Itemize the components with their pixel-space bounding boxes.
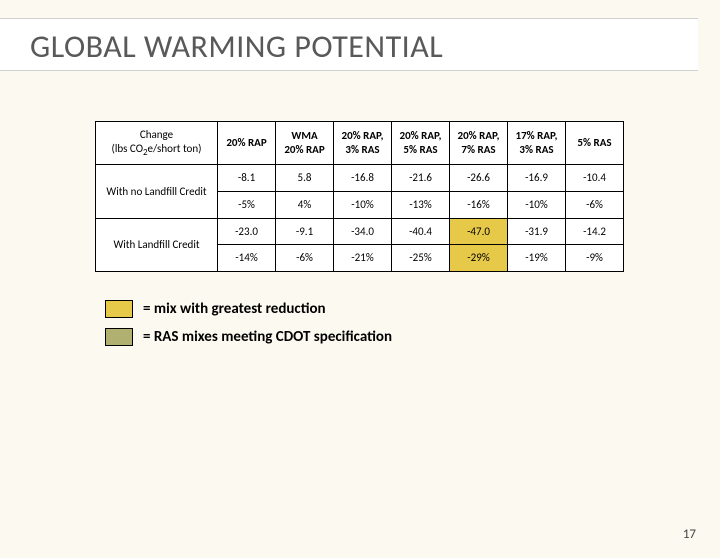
data-cell: -40.4 xyxy=(392,218,450,245)
row-group-label: With Landfill Credit xyxy=(96,218,218,272)
data-cell: -13% xyxy=(392,191,450,218)
table-row: With Landfill Credit-23.0-9.1-34.0-40.4-… xyxy=(96,218,624,245)
data-cell: 4% xyxy=(276,191,334,218)
data-cell: -8.1 xyxy=(218,165,276,192)
gwp-table: Change (lbs CO2e/short ton) 20% RAP WMA2… xyxy=(95,121,624,272)
col-header: WMA20% RAP xyxy=(276,122,334,165)
data-cell: -31.9 xyxy=(508,218,566,245)
data-cell: -16.8 xyxy=(334,165,392,192)
col-header: 20% RAP xyxy=(218,122,276,165)
data-cell: -19% xyxy=(508,245,566,272)
data-cell: -29% xyxy=(450,245,508,272)
row-group-label: With no Landfill Credit xyxy=(96,165,218,219)
header-change: Change (lbs CO2e/short ton) xyxy=(96,122,218,165)
data-cell: -6% xyxy=(276,245,334,272)
data-cell: -10% xyxy=(334,191,392,218)
data-cell: -5% xyxy=(218,191,276,218)
header-change-line1: Change xyxy=(140,128,173,141)
legend-text-yellow: = mix with greatest reduction xyxy=(143,300,326,318)
col-header: 5% RAS xyxy=(566,122,624,165)
col-header: 20% RAP,3% RAS xyxy=(334,122,392,165)
legend: = mix with greatest reduction = RAS mixe… xyxy=(105,300,720,346)
data-cell: -6% xyxy=(566,191,624,218)
swatch-yellow xyxy=(105,300,133,318)
data-cell: -26.6 xyxy=(450,165,508,192)
data-cell: -34.0 xyxy=(334,218,392,245)
data-cell: 5.8 xyxy=(276,165,334,192)
page-title: GLOBAL WARMING POTENTIAL xyxy=(30,27,688,66)
data-cell: -21% xyxy=(334,245,392,272)
table-head: Change (lbs CO2e/short ton) 20% RAP WMA2… xyxy=(96,122,624,165)
data-cell: -14.2 xyxy=(566,218,624,245)
data-cell: -23.0 xyxy=(218,218,276,245)
title-bar: GLOBAL WARMING POTENTIAL xyxy=(0,18,698,71)
col-header: 20% RAP,7% RAS xyxy=(450,122,508,165)
data-cell: -47.0 xyxy=(450,218,508,245)
header-change-line2b: e/short ton) xyxy=(148,142,202,155)
data-cell: -9% xyxy=(566,245,624,272)
data-cell: -21.6 xyxy=(392,165,450,192)
data-cell: -10.4 xyxy=(566,165,624,192)
swatch-olive xyxy=(105,328,133,346)
data-cell: -9.1 xyxy=(276,218,334,245)
legend-row-yellow: = mix with greatest reduction xyxy=(105,300,720,318)
legend-text-olive: = RAS mixes meeting CDOT specification xyxy=(143,328,392,346)
table-body: With no Landfill Credit-8.15.8-16.8-21.6… xyxy=(96,165,624,272)
legend-row-olive: = RAS mixes meeting CDOT specification xyxy=(105,328,720,346)
col-header: 17% RAP,3% RAS xyxy=(508,122,566,165)
data-cell: -14% xyxy=(218,245,276,272)
table-row: With no Landfill Credit-8.15.8-16.8-21.6… xyxy=(96,165,624,192)
data-cell: -10% xyxy=(508,191,566,218)
data-cell: -25% xyxy=(392,245,450,272)
data-cell: -16% xyxy=(450,191,508,218)
data-cell: -16.9 xyxy=(508,165,566,192)
header-change-line2a: (lbs CO xyxy=(112,142,143,155)
col-header: 20% RAP,5% RAS xyxy=(392,122,450,165)
